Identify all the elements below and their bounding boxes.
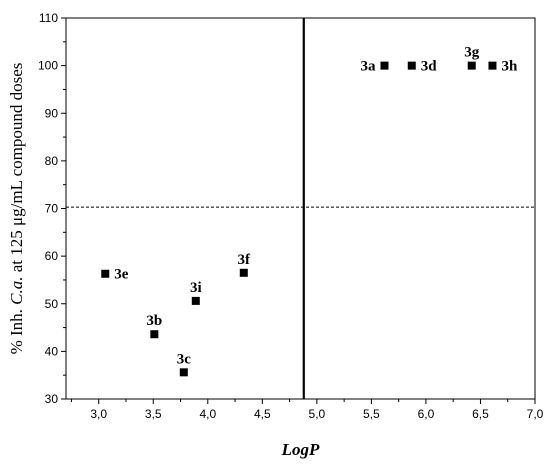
y-axis-title-part-1: % Inh. (7, 305, 26, 355)
y-axis-title-part-2: at 125 μg/mL compound doses (7, 63, 26, 277)
x-tick-label: 6,5 (472, 407, 489, 421)
data-point-label: 3d (421, 59, 438, 75)
data-point-marker (380, 61, 389, 70)
data-point-marker (101, 269, 110, 278)
x-tick-label: 5,5 (363, 407, 380, 421)
x-tick-label: 3,0 (90, 407, 107, 421)
x-tick-label: 4,5 (254, 407, 271, 421)
data-point-label: 3a (360, 59, 376, 75)
data-point-label: 3g (464, 45, 480, 61)
data-point-marker (239, 268, 248, 277)
data-point-marker (179, 368, 188, 377)
data-point-label: 3h (501, 59, 517, 75)
data-point-label: 3e (114, 267, 128, 283)
data-point-label: 3i (190, 280, 202, 296)
y-tick-label: 110 (39, 11, 58, 25)
y-tick-label: 90 (45, 106, 59, 120)
x-tick-label: 3,5 (145, 407, 162, 421)
y-tick-label: 60 (45, 249, 59, 263)
data-point-label: 3c (177, 351, 192, 367)
y-tick-label: 30 (45, 392, 59, 406)
x-tick-label: 5,0 (309, 407, 326, 421)
data-point-marker (407, 61, 416, 70)
y-tick-label: 50 (45, 297, 59, 311)
y-tick-label: 80 (45, 154, 59, 168)
reference-lines (66, 18, 535, 399)
data-point-marker (467, 61, 476, 70)
data-points: 3a 3b 3c 3d 3e 3f 3g 3h 3i (101, 45, 518, 377)
plot-frame (65, 17, 536, 400)
data-point-marker (191, 296, 200, 305)
y-tick-label: 40 (45, 344, 59, 358)
data-point-marker (150, 330, 159, 339)
y-tick-label: 100 (38, 59, 58, 73)
x-tick-label: 4,0 (199, 407, 216, 421)
y-axis-title-species: C.a. (7, 276, 26, 304)
axes-layer: 3,0 3,5 4,0 4,5 5,0 5,5 6,0 6,5 7,0 30 40 50 60 70 80 9… (38, 11, 544, 421)
data-point-marker (488, 61, 497, 70)
x-axis-title: LogP (281, 440, 320, 459)
y-tick-label: 70 (45, 202, 59, 216)
data-point-label: 3b (146, 313, 162, 329)
x-tick-label: 7,0 (527, 407, 544, 421)
y-axis-title: % Inh. C.a. at 125 μg/mL compound doses (7, 63, 26, 355)
data-point-label: 3f (238, 252, 252, 268)
x-tick-label: 6,0 (418, 407, 435, 421)
